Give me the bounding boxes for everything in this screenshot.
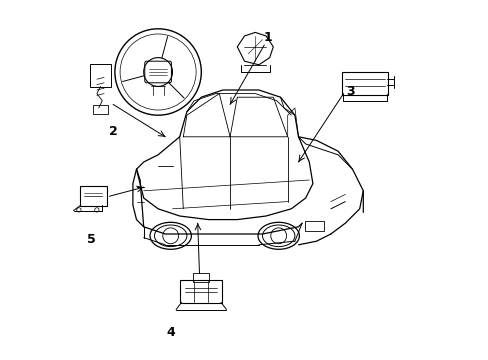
Text: 2: 2 [108, 125, 117, 138]
Text: 3: 3 [346, 85, 354, 98]
Text: 5: 5 [87, 233, 96, 246]
Text: 1: 1 [263, 31, 272, 44]
Text: 4: 4 [166, 327, 175, 339]
